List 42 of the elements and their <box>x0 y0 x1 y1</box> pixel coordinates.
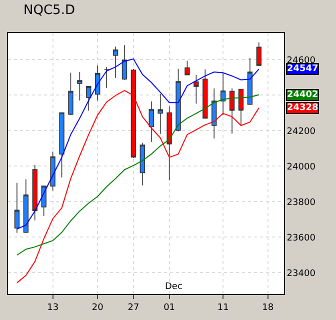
candlestick <box>148 100 154 142</box>
candlestick <box>68 72 74 116</box>
candlestick <box>202 69 208 119</box>
x-tick-label: 01 <box>164 302 176 313</box>
candlestick <box>176 68 181 132</box>
candlestick <box>158 94 163 134</box>
text: 24328 <box>287 103 318 113</box>
chart-title: NQC5.D <box>24 2 75 18</box>
candlestick <box>50 151 56 192</box>
y-tick-label: 24200 <box>286 126 316 137</box>
candlestick <box>59 112 64 178</box>
candlestick <box>166 106 172 181</box>
candlestick <box>104 66 110 88</box>
x-tick-label: 27 <box>128 302 140 313</box>
x-tick-label: 13 <box>47 302 59 313</box>
candlestick <box>140 142 146 186</box>
candlestick <box>14 182 20 234</box>
candlestick <box>95 65 100 101</box>
candlestick <box>86 86 92 112</box>
x-tick-label: 11 <box>217 302 229 313</box>
y-tick-label: 23800 <box>286 198 316 208</box>
candlestick <box>247 58 253 105</box>
candlestick <box>77 72 82 101</box>
line-series <box>16 58 260 230</box>
candlestick <box>194 74 199 104</box>
candlestick <box>212 88 217 139</box>
x-tick-label: 20 <box>92 302 104 313</box>
candlestick <box>122 44 128 80</box>
y-tick-label: 23600 <box>286 233 316 244</box>
x-tick-label: 18 <box>262 302 274 313</box>
y-tick-label: 23400 <box>286 268 316 279</box>
annotation: Dec <box>165 282 182 292</box>
candlestick <box>220 72 226 116</box>
candlestick <box>32 164 38 221</box>
candlestick <box>184 60 190 76</box>
candlestick <box>23 178 29 234</box>
candlestick <box>112 46 118 78</box>
text: 24547 <box>287 64 318 74</box>
candlestick <box>256 42 262 66</box>
line-series <box>16 94 260 256</box>
text: 24402 <box>287 90 318 100</box>
y-tick-label: 24000 <box>286 162 316 172</box>
